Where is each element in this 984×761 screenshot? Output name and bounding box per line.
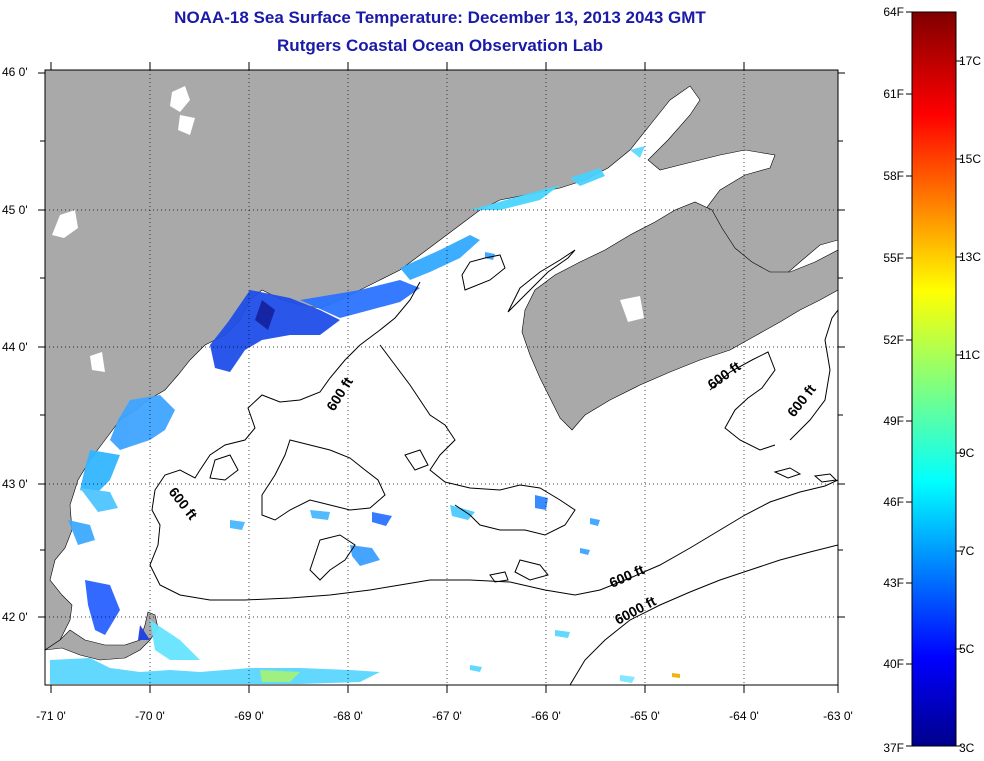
colorbar-f-label: 49F xyxy=(883,414,904,428)
colorbar-c-label: 15C xyxy=(959,152,981,166)
lake xyxy=(620,296,644,322)
colorbar-c-label: 3C xyxy=(959,741,975,755)
lon-label: -70 0' xyxy=(135,709,165,723)
lon-label: -67 0' xyxy=(432,709,462,723)
colorbar-f-label: 46F xyxy=(883,495,904,509)
lake xyxy=(170,86,190,112)
colorbar-f-label: 40F xyxy=(883,657,904,671)
colorbar-c-label: 5C xyxy=(959,642,975,656)
lat-label: 42 0' xyxy=(2,610,28,624)
colorbar-f-label: 52F xyxy=(883,333,904,347)
land-nova-scotia xyxy=(521,201,838,431)
colorbar-c-label: 7C xyxy=(959,544,975,558)
map-subtitle: Rutgers Coastal Ocean Observation Lab xyxy=(277,36,603,55)
sst-patches xyxy=(50,146,680,684)
colorbar-f-label: 64F xyxy=(883,5,904,19)
colorbar-f-label: 58F xyxy=(883,169,904,183)
lon-label: -68 0' xyxy=(333,709,363,723)
lon-label: -65 0' xyxy=(630,709,660,723)
graticule xyxy=(45,70,838,685)
colorbar xyxy=(911,11,957,747)
colorbar-c-label: 11C xyxy=(959,348,980,362)
lat-label: 46 0' xyxy=(2,65,28,79)
lon-label: -66 0' xyxy=(531,709,561,723)
land-cape-cod xyxy=(45,611,159,661)
colorbar-f-label: 61F xyxy=(883,87,904,101)
lon-label: -63 0' xyxy=(823,709,853,723)
colorbar-c-label: 9C xyxy=(959,446,975,460)
lat-label: 44 0' xyxy=(2,340,28,354)
colorbar-c-label: 17C xyxy=(959,54,981,68)
lon-label: -71 0' xyxy=(36,709,66,723)
lat-label: 45 0' xyxy=(2,203,28,217)
colorbar-c-label: 13C xyxy=(959,250,981,264)
colorbar-f-label: 37F xyxy=(883,741,904,755)
lon-label: -64 0' xyxy=(729,709,759,723)
lat-label: 43 0' xyxy=(2,477,28,491)
contour-6000ft xyxy=(569,544,838,685)
map-title: NOAA-18 Sea Surface Temperature: Decembe… xyxy=(174,8,706,27)
colorbar-f-label: 43F xyxy=(883,576,904,590)
bathymetry-contours xyxy=(149,249,838,601)
map-frame xyxy=(44,69,839,686)
colorbar-ticks xyxy=(906,11,962,747)
lake xyxy=(90,352,105,372)
lake xyxy=(178,115,195,135)
tick-marks xyxy=(38,62,845,693)
lake xyxy=(52,210,78,238)
colorbar-f-label: 55F xyxy=(883,251,904,265)
lon-label: -69 0' xyxy=(234,709,264,723)
